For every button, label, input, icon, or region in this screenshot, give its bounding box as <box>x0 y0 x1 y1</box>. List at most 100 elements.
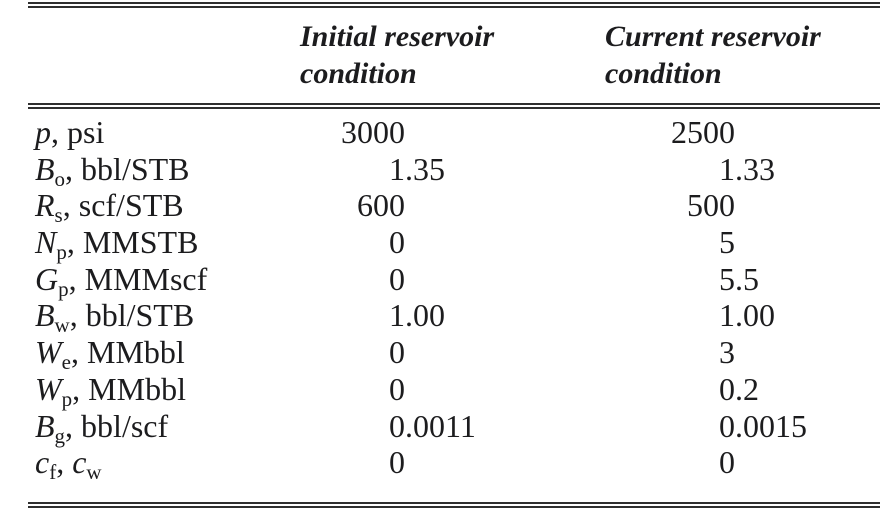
value-integer-part: 1 <box>719 297 735 334</box>
unit-text: , MMSTB <box>66 224 199 261</box>
value-integer-part: 0 <box>389 260 405 297</box>
column-header-line: condition <box>300 57 417 90</box>
symbol: c <box>35 444 50 481</box>
value-integer-part: 3 <box>719 334 735 371</box>
unit-text: , MMbbl <box>70 334 185 371</box>
value-integer-part: 3000 <box>341 114 405 150</box>
value-integer-part: 0 <box>389 224 405 261</box>
value-integer-part: 0 <box>719 407 735 444</box>
initial-condition-value: 0 <box>280 444 405 481</box>
value-integer-part: 0 <box>389 370 405 407</box>
row-label: Rs, scf/STB <box>35 187 184 234</box>
value-integer-part: 5 <box>719 260 735 297</box>
table-row-water-influx: We, MMbbl 0 3 <box>0 334 891 374</box>
row-label: cf, cw <box>35 444 102 491</box>
table-row-gas-fvf: Bg, bbl/scf 0.0011 0.0015 <box>0 407 891 448</box>
value-integer-part: 1 <box>719 150 735 187</box>
value-fraction-part: .5 <box>735 260 759 297</box>
column-header-line: condition <box>605 57 722 90</box>
initial-condition-value: 1.35 <box>280 151 445 188</box>
value-integer-part: 0 <box>719 444 735 481</box>
table-row-cum-water-produced: Wp, MMbbl 0 0.2 <box>0 371 891 411</box>
symbol: B <box>35 407 55 444</box>
symbol: N <box>35 224 57 261</box>
row-label: Np, MMSTB <box>35 224 198 271</box>
row-label: Bw, bbl/STB <box>35 297 194 344</box>
unit-text: , scf/STB <box>62 187 184 224</box>
current-condition-value: 0 <box>600 444 735 481</box>
initial-condition-value: 0 <box>280 334 405 371</box>
current-condition-value: 2500 <box>600 114 735 151</box>
unit-text: , psi <box>51 114 105 150</box>
value-integer-part: 600 <box>357 187 405 224</box>
table-row-compressibilities: cf, cw 0 0 <box>0 444 891 484</box>
row-label: Bg, bbl/scf <box>35 408 168 455</box>
value-fraction-part: .0011 <box>405 407 476 444</box>
symbol: B <box>35 297 55 334</box>
value-fraction-part: .33 <box>735 150 775 187</box>
initial-condition-value: 0 <box>280 371 405 408</box>
table-bottom-rule <box>28 502 880 508</box>
unit-text: , MMbbl <box>72 370 186 407</box>
symbol-subscript: w <box>54 313 70 338</box>
symbol: c <box>72 444 87 481</box>
symbol-subscript: g <box>54 423 66 448</box>
value-integer-part: 0 <box>389 334 405 371</box>
column-header-current-reservoir-condition: Current reservoir condition <box>605 18 821 92</box>
row-label: We, MMbbl <box>35 334 185 381</box>
column-header-initial-reservoir-condition: Initial reservoir condition <box>300 18 494 92</box>
symbol-subscript: s <box>54 203 63 228</box>
value-integer-part: 5 <box>719 224 735 261</box>
table-row-cum-gas-produced: Gp, MMMscf 0 5.5 <box>0 261 891 301</box>
table-body: p, psi 3000 2500 Bo, bbl/STB 1.35 1.33 Rs, scf… <box>0 114 891 484</box>
column-header-line: Current reservoir <box>605 20 821 53</box>
value-integer-part: 0 <box>389 407 405 444</box>
unit-text: , MMMscf <box>68 260 208 297</box>
table-row-solution-gor: Rs, scf/STB 600 500 <box>0 187 891 227</box>
symbol: B <box>35 150 55 187</box>
current-condition-value: 3 <box>600 334 735 371</box>
symbol-subscript: f <box>49 460 57 485</box>
table-row-cum-oil-produced: Np, MMSTB 0 5 <box>0 224 891 264</box>
current-condition-value: 5.5 <box>600 261 759 298</box>
row-label: Gp, MMMscf <box>35 261 207 308</box>
value-integer-part: 500 <box>687 187 735 224</box>
initial-condition-value: 1.00 <box>280 297 445 334</box>
value-integer-part: 0 <box>719 370 735 407</box>
table-header-rule <box>28 103 880 109</box>
symbol-subscript: p <box>58 276 69 301</box>
row-label: p, psi <box>35 114 104 151</box>
value-fraction-part: .00 <box>405 297 445 334</box>
current-condition-value: 1.33 <box>600 151 775 188</box>
symbol-subscript: p <box>56 240 67 265</box>
value-integer-part: 1 <box>389 150 405 187</box>
unit-text: , bbl/STB <box>69 297 195 334</box>
current-condition-value: 1.00 <box>600 297 775 334</box>
table-row-pressure: p, psi 3000 2500 <box>0 114 891 151</box>
symbol: R <box>35 187 55 224</box>
symbol-subscript: p <box>61 386 73 411</box>
value-integer-part: 2500 <box>671 114 735 150</box>
current-condition-value: 5 <box>600 224 735 261</box>
value-integer-part: 1 <box>389 297 405 334</box>
symbol: W <box>35 334 62 371</box>
symbol-subscript: w <box>86 460 102 485</box>
value-fraction-part: .00 <box>735 297 775 334</box>
symbol-subscript: o <box>54 166 66 191</box>
value-fraction-part: .0015 <box>735 407 807 444</box>
current-condition-value: 0.0015 <box>600 408 807 445</box>
symbol-subscript: e <box>61 350 71 375</box>
unit-text: , bbl/scf <box>65 407 169 444</box>
value-fraction-part: .2 <box>735 370 759 407</box>
initial-condition-value: 3000 <box>280 114 405 151</box>
symbol: W <box>35 370 62 407</box>
value-integer-part: 0 <box>389 444 405 481</box>
table-row-oil-fvf: Bo, bbl/STB 1.35 1.33 <box>0 150 891 191</box>
table-top-rule <box>28 2 880 8</box>
initial-condition-value: 600 <box>280 187 405 224</box>
initial-condition-value: 0 <box>280 261 405 298</box>
row-label: Wp, MMbbl <box>35 371 186 418</box>
symbol: p <box>35 114 51 150</box>
current-condition-value: 0.2 <box>600 371 759 408</box>
